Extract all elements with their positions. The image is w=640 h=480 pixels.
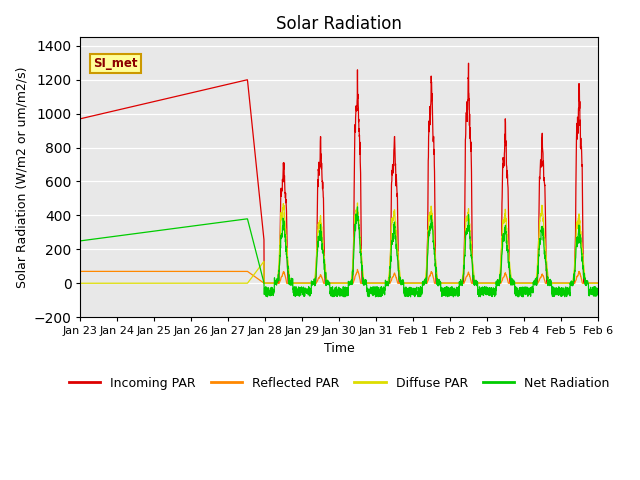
Title: Solar Radiation: Solar Radiation bbox=[276, 15, 402, 33]
Legend: Incoming PAR, Reflected PAR, Diffuse PAR, Net Radiation: Incoming PAR, Reflected PAR, Diffuse PAR… bbox=[64, 372, 614, 395]
Diffuse PAR bbox=[591, 280, 598, 286]
Net Radiation bbox=[390, 226, 397, 232]
Incoming PAR bbox=[269, 280, 277, 286]
Incoming PAR bbox=[310, 280, 317, 286]
Net Radiation bbox=[354, 204, 362, 210]
Line: Reflected PAR: Reflected PAR bbox=[81, 269, 598, 283]
Incoming PAR bbox=[594, 280, 602, 286]
Net Radiation bbox=[484, 292, 492, 298]
Net Radiation bbox=[372, 294, 380, 300]
Reflected PAR bbox=[260, 280, 268, 286]
Reflected PAR bbox=[77, 268, 84, 274]
Diffuse PAR bbox=[390, 215, 397, 220]
Net Radiation bbox=[594, 290, 602, 296]
Diffuse PAR bbox=[310, 280, 317, 286]
X-axis label: Time: Time bbox=[324, 342, 355, 355]
Diffuse PAR bbox=[77, 280, 84, 286]
Line: Net Radiation: Net Radiation bbox=[81, 207, 598, 297]
Y-axis label: Solar Radiation (W/m2 or um/m2/s): Solar Radiation (W/m2 or um/m2/s) bbox=[15, 67, 28, 288]
Incoming PAR bbox=[502, 162, 510, 168]
Incoming PAR bbox=[390, 166, 397, 171]
Diffuse PAR bbox=[269, 280, 276, 286]
Text: SI_met: SI_met bbox=[93, 57, 138, 70]
Reflected PAR bbox=[591, 280, 598, 286]
Incoming PAR bbox=[591, 280, 598, 286]
Reflected PAR bbox=[594, 280, 602, 286]
Net Radiation bbox=[269, 286, 276, 292]
Incoming PAR bbox=[260, 280, 268, 286]
Reflected PAR bbox=[310, 280, 317, 286]
Incoming PAR bbox=[465, 60, 472, 66]
Diffuse PAR bbox=[484, 280, 492, 286]
Diffuse PAR bbox=[502, 218, 510, 224]
Net Radiation bbox=[77, 238, 84, 244]
Diffuse PAR bbox=[594, 280, 602, 286]
Reflected PAR bbox=[502, 273, 510, 279]
Reflected PAR bbox=[269, 280, 277, 286]
Net Radiation bbox=[591, 287, 598, 293]
Net Radiation bbox=[310, 280, 317, 286]
Line: Incoming PAR: Incoming PAR bbox=[81, 63, 598, 283]
Reflected PAR bbox=[484, 280, 492, 286]
Line: Diffuse PAR: Diffuse PAR bbox=[81, 203, 598, 283]
Reflected PAR bbox=[390, 272, 397, 278]
Incoming PAR bbox=[484, 280, 492, 286]
Reflected PAR bbox=[354, 266, 362, 272]
Diffuse PAR bbox=[354, 200, 362, 206]
Incoming PAR bbox=[77, 116, 84, 121]
Net Radiation bbox=[502, 240, 510, 246]
